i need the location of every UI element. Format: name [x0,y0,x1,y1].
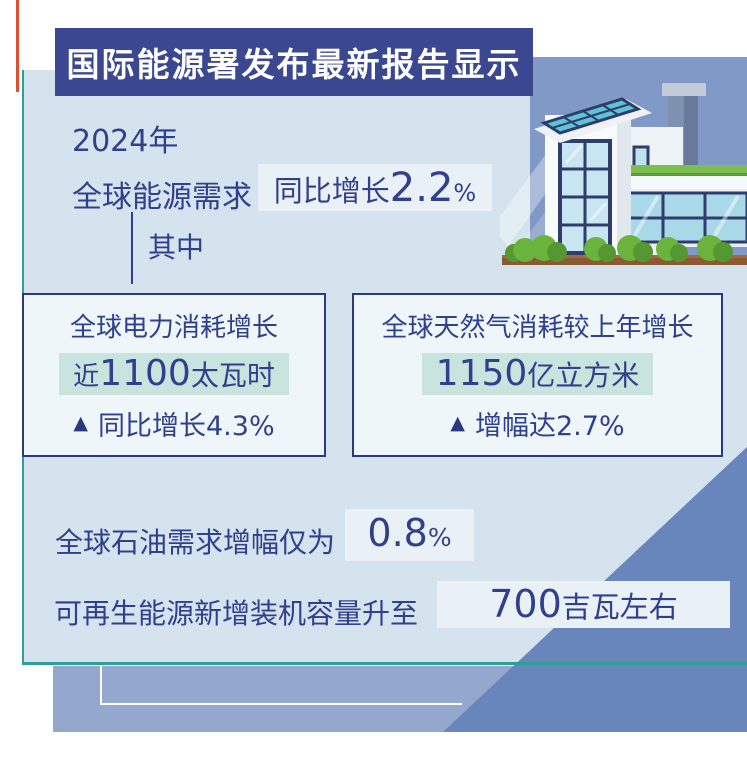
electricity-trend: ▲ 同比增长4.3% [73,404,274,443]
solar-panel [534,97,652,143]
trend-text: 增幅达2.7% [475,411,625,442]
gas-title: 全球天然气消耗较上年增长 [381,313,694,343]
growth-prefix: 同比增长 [273,174,390,208]
bushes [505,235,733,262]
header-banner: 国际能源署发布最新报告显示 [55,28,533,96]
green-building-illustration [500,57,747,265]
left-accent-line [16,0,19,92]
among-label: 其中 [148,231,205,264]
oil-demand-label: 全球石油需求增幅仅为 [55,526,336,559]
oil-value: 0.8 [367,511,428,555]
gas-trend: ▲ 增幅达2.7% [450,404,624,443]
energy-demand-growth-highlight: 同比增长 2.2 % [258,164,492,211]
renewables-value: 700 [489,582,562,626]
oil-unit: % [427,523,452,552]
value-prefix: 近 [73,362,100,392]
year-label: 2024年 [72,124,179,159]
value-unit: 亿立方米 [527,359,640,392]
renewables-unit: 吉瓦左右 [561,590,678,624]
bottom-panel-outline [100,666,462,705]
right-wing [606,165,747,247]
value-number: 1100 [99,353,191,394]
value-unit: 太瓦时 [190,359,275,392]
energy-demand-label: 全球能源需求 [72,180,252,215]
growth-value: 2.2 [389,165,454,211]
growth-unit: % [453,179,477,207]
page-title: 国际能源署发布最新报告显示 [66,45,522,84]
gas-value-highlight: 1150 亿立方米 [421,353,654,395]
oil-value-highlight: 0.8 % [345,509,474,561]
electricity-stat-box: 全球电力消耗增长 近 1100 太瓦时 ▲ 同比增长4.3% [22,293,326,457]
electricity-title: 全球电力消耗增长 [69,313,278,343]
panel-bottom-border [22,662,747,665]
renewables-value-highlight: 700 吉瓦左右 [437,581,730,628]
green-roof [612,165,747,175]
value-number: 1150 [435,353,528,394]
renewables-label: 可再生能源新增装机容量升至 [54,597,419,630]
trend-text: 同比增长4.3% [98,411,275,442]
up-triangle-icon: ▲ [73,412,88,434]
among-connector-line [131,212,133,284]
up-triangle-icon: ▲ [450,412,465,434]
electricity-value-highlight: 近 1100 太瓦时 [59,353,289,395]
natural-gas-stat-box: 全球天然气消耗较上年增长 1150 亿立方米 ▲ 增幅达2.7% [352,293,723,457]
